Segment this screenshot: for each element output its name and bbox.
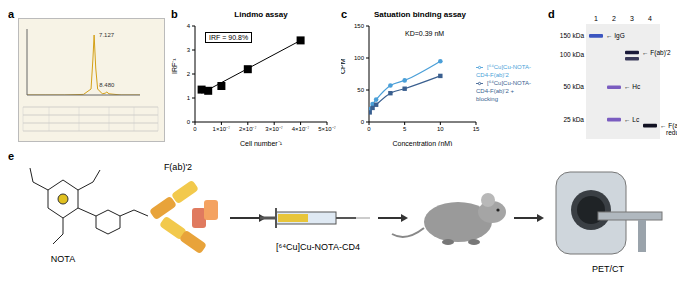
svg-text:4: 4 bbox=[648, 15, 652, 22]
svg-text:3: 3 bbox=[630, 15, 634, 22]
html-text:a: a bbox=[8, 8, 15, 20]
svg-text:10: 10 bbox=[437, 126, 444, 132]
svg-text:← Hc: ← Hc bbox=[624, 83, 641, 90]
svg-text:1: 1 bbox=[187, 95, 191, 101]
svg-text:Concentration (nM): Concentration (nM) bbox=[393, 140, 453, 146]
svg-text:100: 100 bbox=[354, 55, 365, 61]
svg-text:4×10⁻⁷: 4×10⁻⁷ bbox=[292, 126, 310, 132]
svg-text:3×10⁻⁷: 3×10⁻⁷ bbox=[265, 126, 283, 132]
svg-text:← F(ab)'2: ← F(ab)'2 bbox=[642, 49, 671, 57]
svg-text:8.480: 8.480 bbox=[99, 82, 115, 88]
html-text:IRF = 90.8%: IRF = 90.8% bbox=[209, 34, 249, 41]
svg-text:50: 50 bbox=[357, 87, 364, 93]
html-text:b: b bbox=[171, 8, 178, 20]
svg-text:F(ab)'2: F(ab)'2 bbox=[164, 162, 192, 172]
svg-text:7.127: 7.127 bbox=[99, 32, 115, 38]
svg-text:IRF⁻¹: IRF⁻¹ bbox=[171, 58, 178, 74]
svg-text:50 kDa: 50 kDa bbox=[563, 83, 584, 90]
svg-text:[⁶⁴Cu]Cu-NOTA-CD4: [⁶⁴Cu]Cu-NOTA-CD4 bbox=[276, 242, 360, 252]
svg-text:PET/CT: PET/CT bbox=[592, 264, 625, 274]
svg-text:1×10⁻⁷: 1×10⁻⁷ bbox=[213, 126, 231, 132]
svg-text:5: 5 bbox=[403, 126, 407, 132]
html-text:d: d bbox=[548, 8, 555, 20]
svg-text:150: 150 bbox=[354, 23, 365, 29]
svg-text:0: 0 bbox=[361, 119, 365, 125]
svg-text:2: 2 bbox=[612, 15, 616, 22]
svg-text:5×10⁻⁷: 5×10⁻⁷ bbox=[318, 126, 336, 132]
svg-text:15: 15 bbox=[473, 126, 480, 132]
svg-text:150 kDa: 150 kDa bbox=[560, 32, 585, 39]
html-text:KD=0.39 nM: KD=0.39 nM bbox=[405, 30, 445, 37]
svg-text:1: 1 bbox=[594, 15, 598, 22]
svg-text:3: 3 bbox=[187, 47, 191, 53]
svg-text:← Lc: ← Lc bbox=[624, 116, 640, 123]
svg-text:← F(ab)'2,reduced: ← F(ab)'2,reduced bbox=[660, 122, 677, 136]
svg-text:2: 2 bbox=[187, 71, 191, 77]
svg-text:4: 4 bbox=[187, 23, 191, 29]
html-text:Satuation binding assay: Satuation binding assay bbox=[374, 10, 466, 19]
svg-text:← IgG: ← IgG bbox=[606, 32, 625, 40]
html-text:Lindmo assay: Lindmo assay bbox=[234, 10, 288, 19]
svg-text:100 kDa: 100 kDa bbox=[560, 51, 585, 58]
svg-text:NOTA: NOTA bbox=[51, 254, 75, 264]
svg-text:CPM: CPM bbox=[341, 58, 346, 74]
html-text:c: c bbox=[341, 8, 348, 20]
svg-text:0: 0 bbox=[367, 126, 371, 132]
svg-text:0: 0 bbox=[187, 119, 191, 125]
svg-text:Cell number⁻¹: Cell number⁻¹ bbox=[240, 140, 283, 146]
svg-text:0: 0 bbox=[193, 126, 197, 132]
svg-text:2×10⁻⁷: 2×10⁻⁷ bbox=[239, 126, 257, 132]
html-text:e: e bbox=[8, 150, 15, 162]
html-text:[⁶⁴Cu]Cu-NOTA-CD4-F(ab)'2 + bl: [⁶⁴Cu]Cu-NOTA-CD4-F(ab)'2 + blocking bbox=[476, 80, 531, 102]
html-text:[⁶⁴Cu]Cu-NOTA-CD4-F(ab)'2: [⁶⁴Cu]Cu-NOTA-CD4-F(ab)'2 bbox=[476, 64, 531, 78]
svg-text:25 kDa: 25 kDa bbox=[563, 116, 584, 123]
